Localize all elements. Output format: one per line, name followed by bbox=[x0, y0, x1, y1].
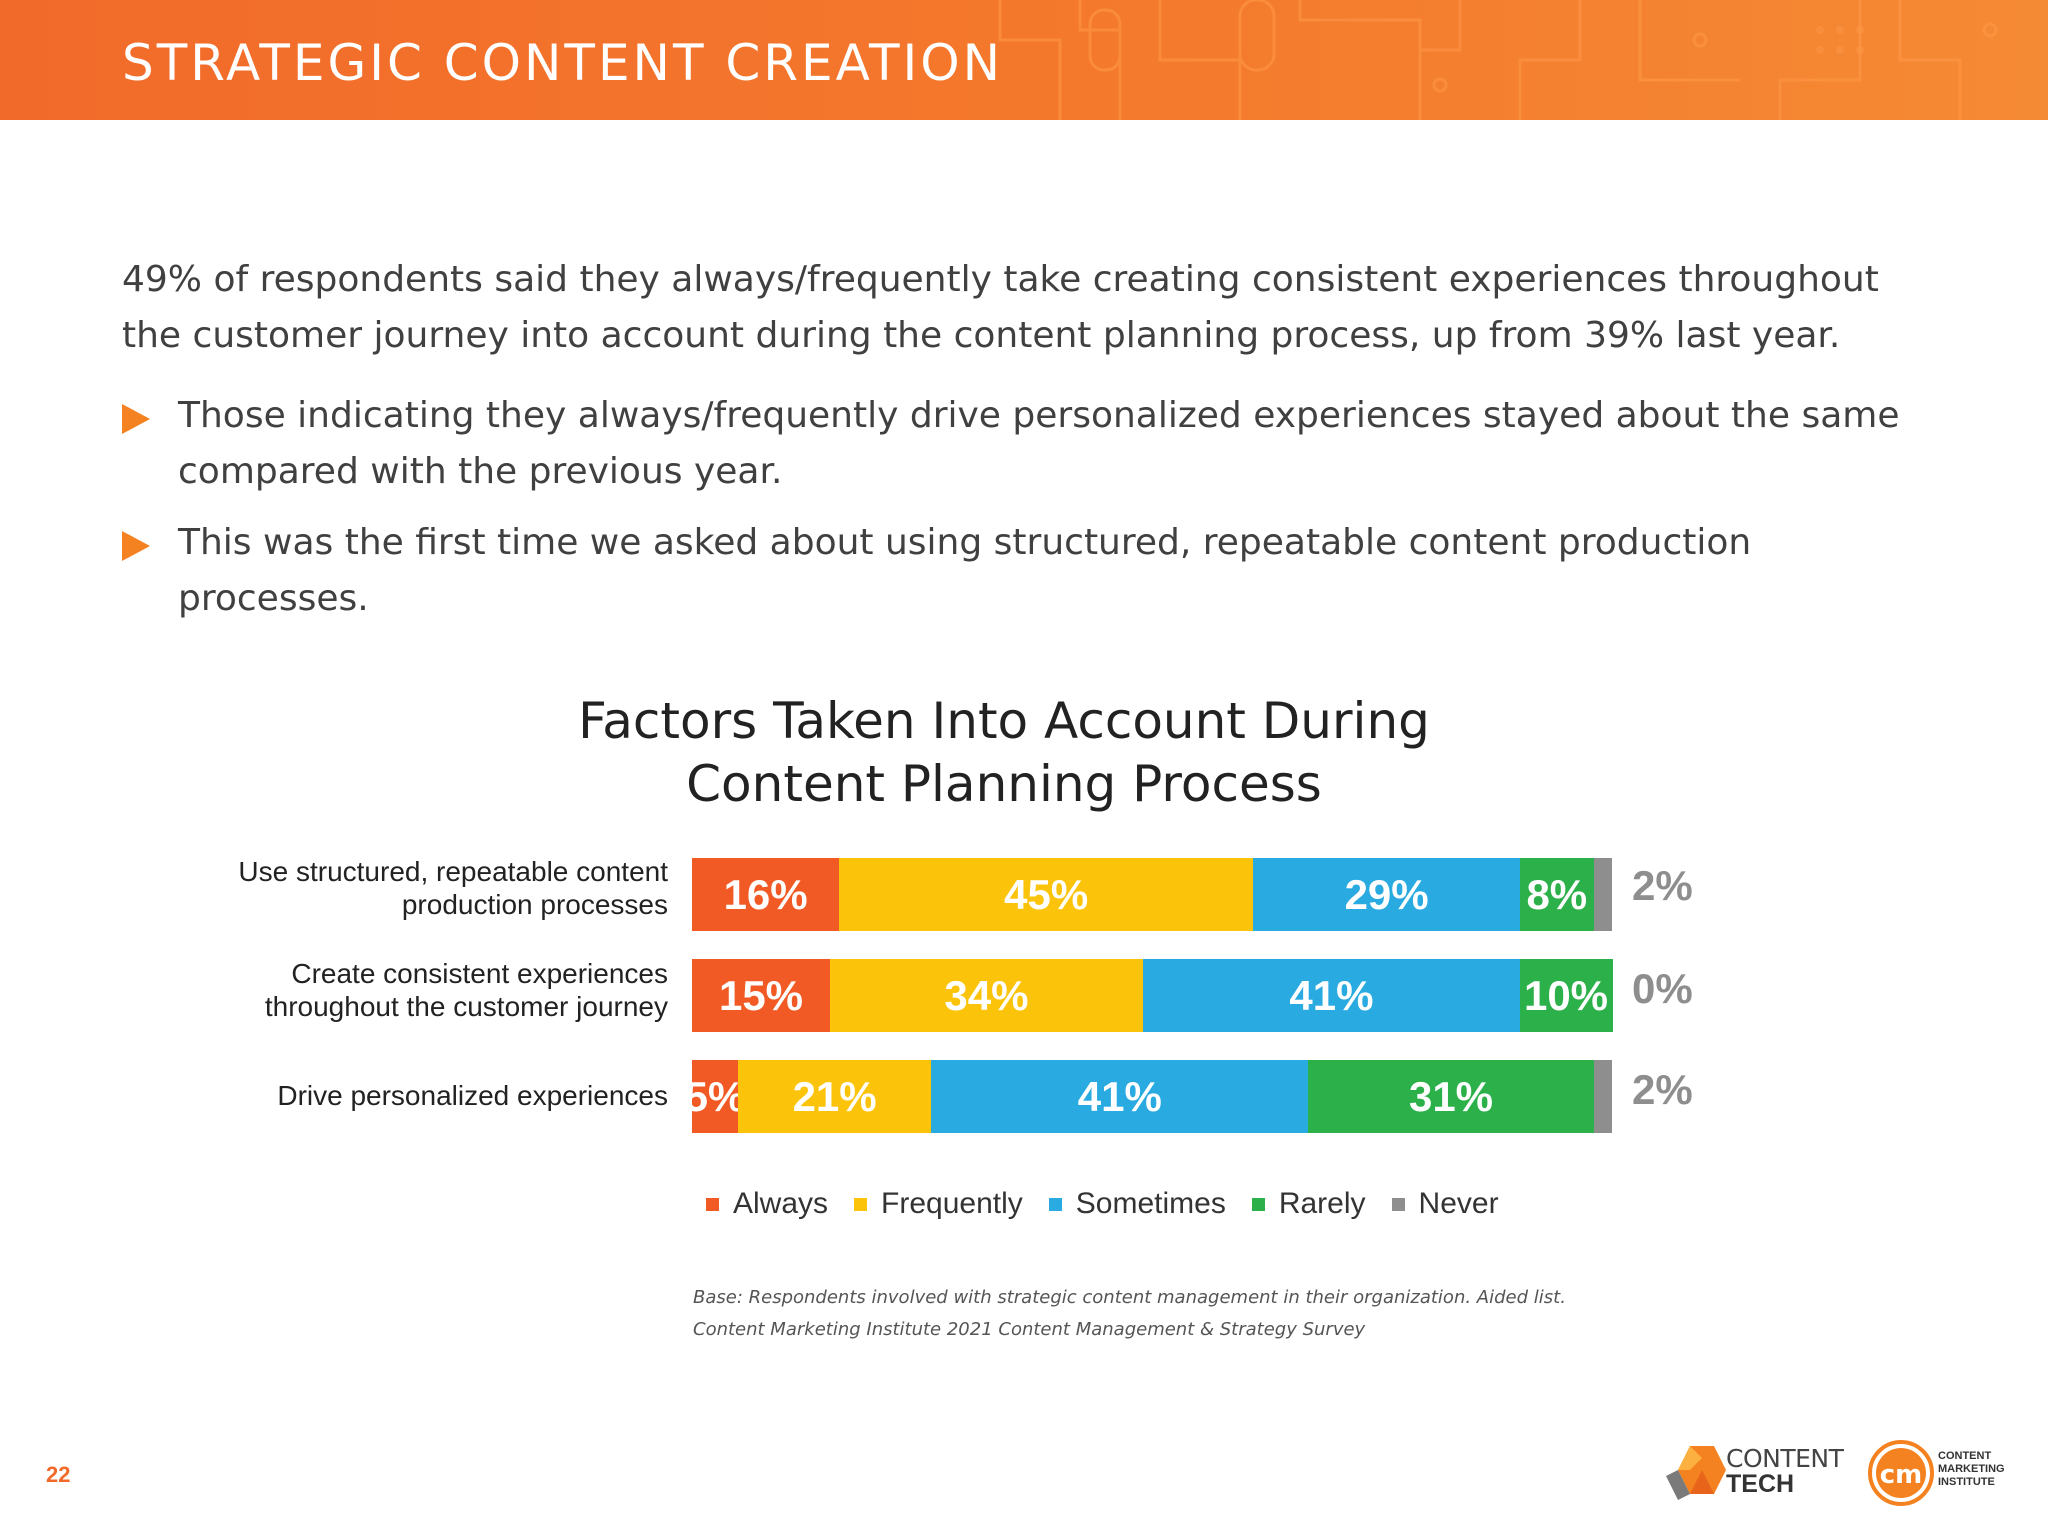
bar-value-label: 8% bbox=[1526, 871, 1588, 918]
cmi-logo: cm CONTENT MARKETING INSTITUTE bbox=[1868, 1438, 2018, 1510]
legend-label: Sometimes bbox=[1075, 1187, 1226, 1220]
bar-value-label: 10% bbox=[1523, 972, 1609, 1019]
bullet-text: This was the first time we asked about u… bbox=[178, 522, 1752, 619]
row-label-line: Create consistent experiences bbox=[291, 958, 668, 989]
legend-label: Never bbox=[1418, 1187, 1499, 1220]
legend-swatch bbox=[1048, 1197, 1062, 1211]
row-label-line: Drive personalized experiences bbox=[277, 1080, 668, 1111]
row-label-line: production processes bbox=[401, 889, 668, 920]
legend-label: Always bbox=[733, 1187, 829, 1220]
chart-title-line: Content Planning Process bbox=[686, 755, 1322, 813]
bar-value-label: 31% bbox=[1408, 1073, 1494, 1120]
bar-segment-sometimes bbox=[931, 1060, 1309, 1133]
row-label: Drive personalized experiences bbox=[108, 1079, 668, 1112]
chart-note: Base: Respondents involved with strategi… bbox=[693, 1287, 1566, 1308]
legend-item: Rarely bbox=[1251, 1187, 1366, 1221]
circuit-pattern-icon bbox=[998, 0, 1998, 120]
chart-title: Factors Taken Into Account During Conten… bbox=[0, 690, 2008, 816]
row-label: Create consistent experiences throughout… bbox=[108, 957, 668, 1023]
bar-value-label: 29% bbox=[1344, 871, 1429, 918]
bar-segment-rarely bbox=[1520, 959, 1613, 1032]
arrow-right-icon bbox=[122, 531, 150, 561]
bar-value-label: 15% bbox=[718, 972, 804, 1019]
row-label-line: Use structured, repeatable content bbox=[238, 856, 668, 887]
stacked-bar: 5% 21% 41% 31% bbox=[685, 1060, 1613, 1133]
cmi-circle-logo-icon: cm bbox=[1868, 1440, 1934, 1506]
intro-paragraph: 49% of respondents said they always/freq… bbox=[122, 259, 1879, 356]
chart-note: Content Marketing Institute 2021 Content… bbox=[693, 1319, 1366, 1340]
never-value-label: 2% bbox=[1632, 1066, 1693, 1113]
logo-text: CONTENT bbox=[1726, 1444, 1844, 1473]
cmi-mark-text: cm bbox=[1880, 1460, 1923, 1490]
bar-segment-always bbox=[692, 959, 831, 1032]
never-value-label: 0% bbox=[1632, 965, 1693, 1012]
bar-value-label: 34% bbox=[944, 972, 1029, 1019]
chart-legend: Always Frequently Sometimes Rarely Never bbox=[706, 1184, 1525, 1224]
bar-value-label: 16% bbox=[723, 871, 808, 918]
bar-segment-never bbox=[1593, 1060, 1613, 1133]
bar-segment-never bbox=[1593, 858, 1613, 931]
bar-value-label: 21% bbox=[792, 1073, 877, 1120]
never-value-label: 2% bbox=[1632, 862, 1693, 909]
bar-segment-rarely bbox=[1520, 858, 1595, 931]
bar-value-label: 45% bbox=[1004, 871, 1089, 918]
logo-text: CONTENT bbox=[1938, 1450, 1992, 1462]
header-banner: STRATEGIC CONTENT CREATION bbox=[0, 0, 2048, 120]
bar-value-label: 41% bbox=[1289, 972, 1374, 1019]
bar-segment-frequently bbox=[839, 858, 1254, 931]
bar-segment-always bbox=[692, 858, 840, 931]
bullet-text: Those indicating they always/frequently … bbox=[178, 395, 1900, 492]
logo-text: MARKETING bbox=[1938, 1463, 2005, 1475]
page-title: STRATEGIC CONTENT CREATION bbox=[122, 34, 1004, 92]
legend-swatch bbox=[854, 1197, 868, 1211]
chart-title-line: Factors Taken Into Account During bbox=[578, 692, 1430, 750]
bar-value-label: 5% bbox=[684, 1073, 746, 1120]
bar-value-label: 41% bbox=[1077, 1073, 1162, 1120]
legend-label: Rarely bbox=[1278, 1187, 1366, 1220]
page-number: 22 bbox=[46, 1462, 71, 1487]
contenttech-logo: CONTENT TECH bbox=[1666, 1440, 1846, 1506]
bar-segment-frequently bbox=[830, 959, 1144, 1032]
row-label-line: throughout the customer journey bbox=[264, 991, 668, 1022]
legend-swatch bbox=[706, 1197, 719, 1211]
legend-item: Never bbox=[1391, 1187, 1499, 1221]
bar-segment-sometimes bbox=[1253, 858, 1521, 931]
bar-segment-rarely bbox=[1308, 1060, 1595, 1133]
stacked-bar: 15% 34% 41% 10% bbox=[692, 959, 1613, 1032]
bar-segment-sometimes bbox=[1142, 959, 1521, 1032]
legend-item: Sometimes bbox=[1048, 1187, 1226, 1221]
legend-swatch bbox=[1391, 1197, 1405, 1211]
legend-label: Frequently bbox=[881, 1187, 1023, 1220]
bar-segment-always bbox=[692, 1060, 739, 1133]
row-label: Use structured, repeatable content produ… bbox=[108, 855, 668, 921]
logo-text: TECH bbox=[1726, 1470, 1795, 1498]
legend-item: Frequently bbox=[854, 1187, 1023, 1221]
legend-item: Always bbox=[706, 1187, 828, 1221]
legend-swatch bbox=[1251, 1197, 1265, 1211]
stacked-bar: 16% 45% 29% 8% bbox=[692, 858, 1613, 931]
hexagon-logo-icon bbox=[1666, 1446, 1726, 1500]
arrow-right-icon bbox=[122, 404, 150, 434]
logo-text: INSTITUTE bbox=[1938, 1476, 1995, 1488]
bar-segment-frequently bbox=[738, 1060, 932, 1133]
